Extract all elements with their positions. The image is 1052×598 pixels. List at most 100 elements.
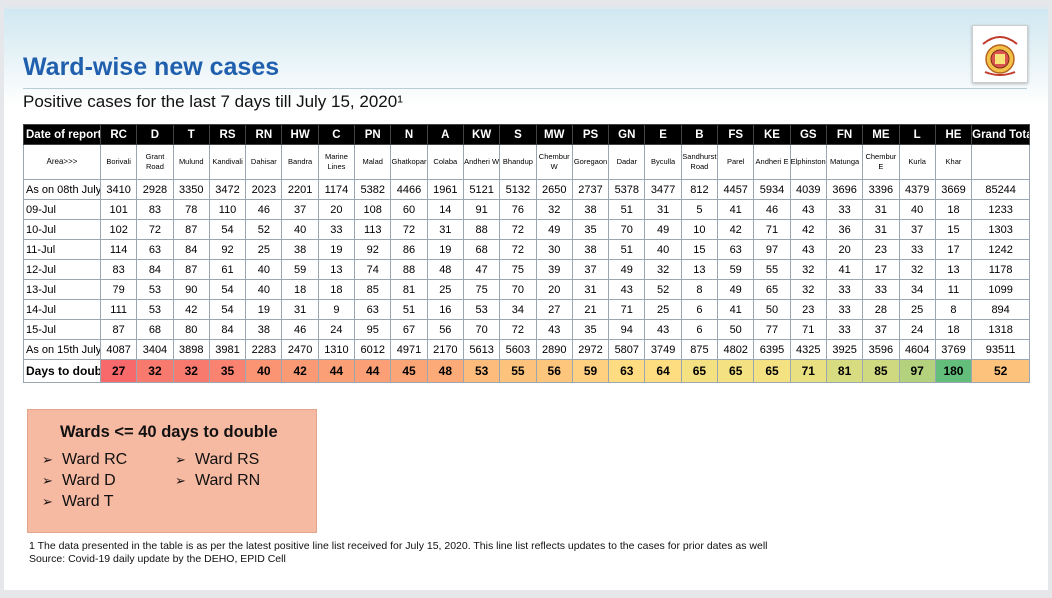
- area-empty: [971, 144, 1031, 180]
- table-cell: 38: [571, 199, 610, 220]
- table-cell: 40: [644, 239, 682, 260]
- table-cell: 46: [245, 199, 283, 220]
- row-label: As on 08th July: [23, 179, 101, 200]
- header-ward-c: C: [317, 124, 356, 145]
- table-cell: 35: [571, 219, 610, 240]
- table-cell: 18: [281, 279, 319, 300]
- table-cell: 3396: [862, 179, 900, 200]
- area-name: Goregaon: [571, 144, 610, 180]
- header-ward-me: ME: [862, 124, 900, 145]
- area-name: Khar: [934, 144, 973, 180]
- table-cell: 61: [208, 259, 247, 280]
- header-ward-fn: FN: [825, 124, 864, 145]
- header-date-of-report: Date of report: [23, 124, 101, 145]
- row-label: 11-Jul: [23, 239, 101, 260]
- header-ward-hw: HW: [281, 124, 319, 145]
- table-cell: 4971: [390, 339, 428, 360]
- title-divider: [23, 88, 1027, 89]
- table-cell: 4039: [789, 179, 827, 200]
- header-ward-b: B: [680, 124, 719, 145]
- table-cell: 35: [571, 319, 610, 340]
- table-cell: 90: [172, 279, 210, 300]
- table-cell: 91: [462, 199, 501, 220]
- table-cell: 3749: [644, 339, 682, 360]
- header-ward-mw: MW: [535, 124, 573, 145]
- table-cell: 5934: [753, 179, 791, 200]
- table-cell: 4087: [99, 339, 138, 360]
- table-cell: 48: [426, 259, 464, 280]
- table-cell: 41: [717, 199, 755, 220]
- header-ward-gs: GS: [789, 124, 827, 145]
- table-cell: 110: [208, 199, 247, 220]
- header-ward-rs: RS: [208, 124, 247, 145]
- table-cell: 24: [898, 319, 936, 340]
- header-ward-rn: RN: [245, 124, 283, 145]
- table-cell: 38: [281, 239, 319, 260]
- table-cell: 71: [608, 299, 646, 320]
- table-cell: 88: [390, 259, 428, 280]
- table-header-row: Date of report RC D T RS RN HW C PN N A KW S MW PS GN E B…: [23, 124, 1031, 145]
- table-cell: 9: [317, 299, 356, 320]
- grand-total-cell: 1242: [971, 239, 1031, 260]
- table-cell: 76: [499, 199, 537, 220]
- table-cell: 50: [717, 319, 755, 340]
- table-cell: 72: [136, 219, 174, 240]
- table-cell: 4379: [898, 179, 936, 200]
- table-cell: 97: [753, 239, 791, 260]
- table-cell: 67: [390, 319, 428, 340]
- days-to-double-cell: 40: [245, 359, 283, 383]
- table-cell: 33: [825, 199, 864, 220]
- table-cell: 42: [789, 219, 827, 240]
- table-cell: 4604: [898, 339, 936, 360]
- table-cell: 31: [644, 199, 682, 220]
- table-cell: 71: [753, 219, 791, 240]
- table-cell: 54: [208, 219, 247, 240]
- table-cell: 6395: [753, 339, 791, 360]
- table-cell: 80: [172, 319, 210, 340]
- days-to-double-cell: 55: [499, 359, 537, 383]
- table-cell: 1174: [317, 179, 356, 200]
- table-cell: 25: [245, 239, 283, 260]
- table-cell: 32: [644, 259, 682, 280]
- table-cell: 92: [208, 239, 247, 260]
- table-cell: 3981: [208, 339, 247, 360]
- row-label: 15-Jul: [23, 319, 101, 340]
- table-cell: 3769: [934, 339, 973, 360]
- table-cell: 87: [172, 259, 210, 280]
- table-cell: 38: [245, 319, 283, 340]
- table-cell: 87: [99, 319, 138, 340]
- header-ward-s: S: [499, 124, 537, 145]
- table-cell: 111: [99, 299, 138, 320]
- table-cell: 33: [862, 279, 900, 300]
- table-cell: 2470: [281, 339, 319, 360]
- table-cell: 3925: [825, 339, 864, 360]
- table-cell: 51: [390, 299, 428, 320]
- days-to-double-label: Days to double: [23, 359, 101, 383]
- table-cell: 43: [608, 279, 646, 300]
- area-name: Dadar: [608, 144, 646, 180]
- area-name: Bandra: [281, 144, 319, 180]
- table-cell: 4802: [717, 339, 755, 360]
- table-cell: 51: [608, 239, 646, 260]
- days-to-double-total: 52: [971, 359, 1031, 383]
- header-ward-a: A: [426, 124, 464, 145]
- table-cell: 108: [354, 199, 392, 220]
- table-cell: 86: [390, 239, 428, 260]
- days-to-double-cell: 56: [535, 359, 573, 383]
- days-to-double-cell: 45: [390, 359, 428, 383]
- table-cell: 50: [753, 299, 791, 320]
- table-cell: 87: [172, 219, 210, 240]
- table-cell: 5121: [462, 179, 501, 200]
- table-cell: 40: [898, 199, 936, 220]
- table-cell: 53: [136, 279, 174, 300]
- table-cell: 84: [136, 259, 174, 280]
- table-cell: 85: [354, 279, 392, 300]
- table-cell: 13: [317, 259, 356, 280]
- row-label: As on 15th July: [23, 339, 101, 360]
- table-cell: 49: [535, 219, 573, 240]
- table-cell: 5613: [462, 339, 501, 360]
- area-name: Malad: [354, 144, 392, 180]
- area-name: Chembur E: [862, 144, 900, 180]
- page-title: Ward-wise new cases: [23, 53, 280, 81]
- table-cell: 2023: [245, 179, 283, 200]
